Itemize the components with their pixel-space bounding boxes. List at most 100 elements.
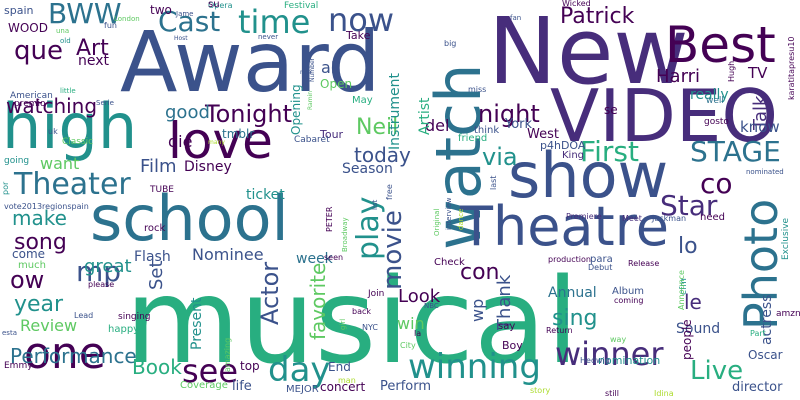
- word: le: [684, 290, 702, 314]
- word: American: [10, 91, 53, 101]
- word: Cast: [158, 5, 221, 38]
- word: say: [498, 321, 516, 332]
- word: Meet: [622, 214, 642, 223]
- word: Debut: [588, 263, 613, 272]
- word: Theatre: [460, 195, 669, 258]
- word: Cabaret: [294, 135, 330, 145]
- word: story: [530, 386, 551, 395]
- word: Theater: [14, 167, 131, 202]
- word: week: [296, 251, 333, 267]
- word: Disney: [184, 159, 232, 175]
- word: Nominee: [192, 245, 264, 264]
- word: esta: [2, 329, 17, 337]
- word: Release: [628, 259, 660, 268]
- word: big: [444, 39, 457, 48]
- word: para: [590, 254, 613, 265]
- word: much: [18, 260, 46, 271]
- word: coming: [614, 296, 644, 305]
- word: still: [605, 389, 619, 398]
- word: York: [505, 117, 533, 132]
- word: many: [208, 139, 225, 146]
- word: VIDEO: [550, 74, 779, 158]
- word: amazing: [223, 337, 232, 372]
- word: que: [14, 36, 63, 66]
- word: tmblr: [222, 127, 255, 141]
- word: una: [56, 27, 70, 35]
- word: Wicked: [562, 0, 591, 8]
- word: Lead: [74, 311, 94, 320]
- word: seen: [324, 253, 344, 262]
- word: gosto: [704, 117, 729, 127]
- word: Exclusive: [781, 217, 791, 260]
- word: today: [354, 143, 411, 167]
- word: watching: [6, 94, 98, 118]
- word: school: [90, 182, 289, 255]
- word: con: [460, 260, 500, 285]
- word: Original: [433, 208, 441, 236]
- word: little: [60, 87, 76, 95]
- word: winning: [408, 347, 541, 387]
- word: la: [414, 329, 422, 338]
- word: WOOD: [8, 21, 48, 35]
- word: Tonight: [205, 100, 292, 128]
- word: concert: [320, 380, 366, 394]
- word: lo: [678, 234, 698, 259]
- word: see: [182, 352, 239, 390]
- word: End: [328, 360, 351, 374]
- word: Season: [342, 161, 393, 177]
- word: Hedwig: [580, 356, 610, 365]
- word: Harri: [656, 66, 701, 87]
- word: Take: [346, 29, 371, 42]
- word: Actor: [256, 261, 284, 325]
- word: old: [60, 37, 71, 45]
- word: Annual: [548, 285, 597, 301]
- word: Premiere: [566, 212, 602, 221]
- word: Join: [368, 289, 385, 299]
- word: ow: [10, 266, 45, 294]
- word: Emmy: [4, 361, 33, 371]
- word: Open: [320, 77, 353, 91]
- word: Announce: [677, 270, 686, 310]
- word: Idina: [654, 389, 674, 398]
- word: going: [4, 156, 30, 166]
- word: Broadway: [341, 217, 349, 252]
- word: dance: [457, 208, 465, 230]
- word: Album: [612, 286, 645, 297]
- word: fun: [104, 21, 117, 30]
- word: Star: [660, 189, 718, 222]
- word: Review: [20, 316, 78, 335]
- word: karatitapresu10: [787, 36, 796, 100]
- word: back: [352, 307, 372, 316]
- word: via: [482, 143, 518, 171]
- word: movie: [378, 210, 408, 290]
- word: NYC: [362, 323, 379, 332]
- word: make: [12, 206, 67, 230]
- word: nda: [300, 69, 312, 76]
- word: Festival: [284, 1, 319, 11]
- word: singing: [118, 312, 151, 322]
- word: one: [24, 328, 106, 379]
- word: amzn: [776, 309, 800, 319]
- word: man: [338, 376, 356, 385]
- word: London: [114, 15, 140, 23]
- word: spain: [4, 4, 34, 17]
- word: May: [352, 95, 373, 106]
- word: Book: [132, 355, 182, 379]
- word: happy: [108, 324, 140, 335]
- word: TUBE: [150, 185, 174, 195]
- word: Sound: [676, 321, 721, 337]
- word: nomination: [598, 354, 661, 367]
- word: high: [2, 90, 138, 163]
- word: need: [700, 212, 725, 223]
- word: production: [548, 255, 591, 264]
- word: favorite: [306, 262, 330, 340]
- word: well: [706, 96, 724, 106]
- word: por: [1, 181, 10, 195]
- word: please: [88, 280, 115, 289]
- word: Neil: [356, 115, 399, 140]
- word: Award: [120, 13, 381, 111]
- word: Part: [750, 329, 766, 338]
- word: King: [562, 150, 585, 161]
- word: Look: [398, 286, 441, 307]
- word: song: [14, 230, 67, 255]
